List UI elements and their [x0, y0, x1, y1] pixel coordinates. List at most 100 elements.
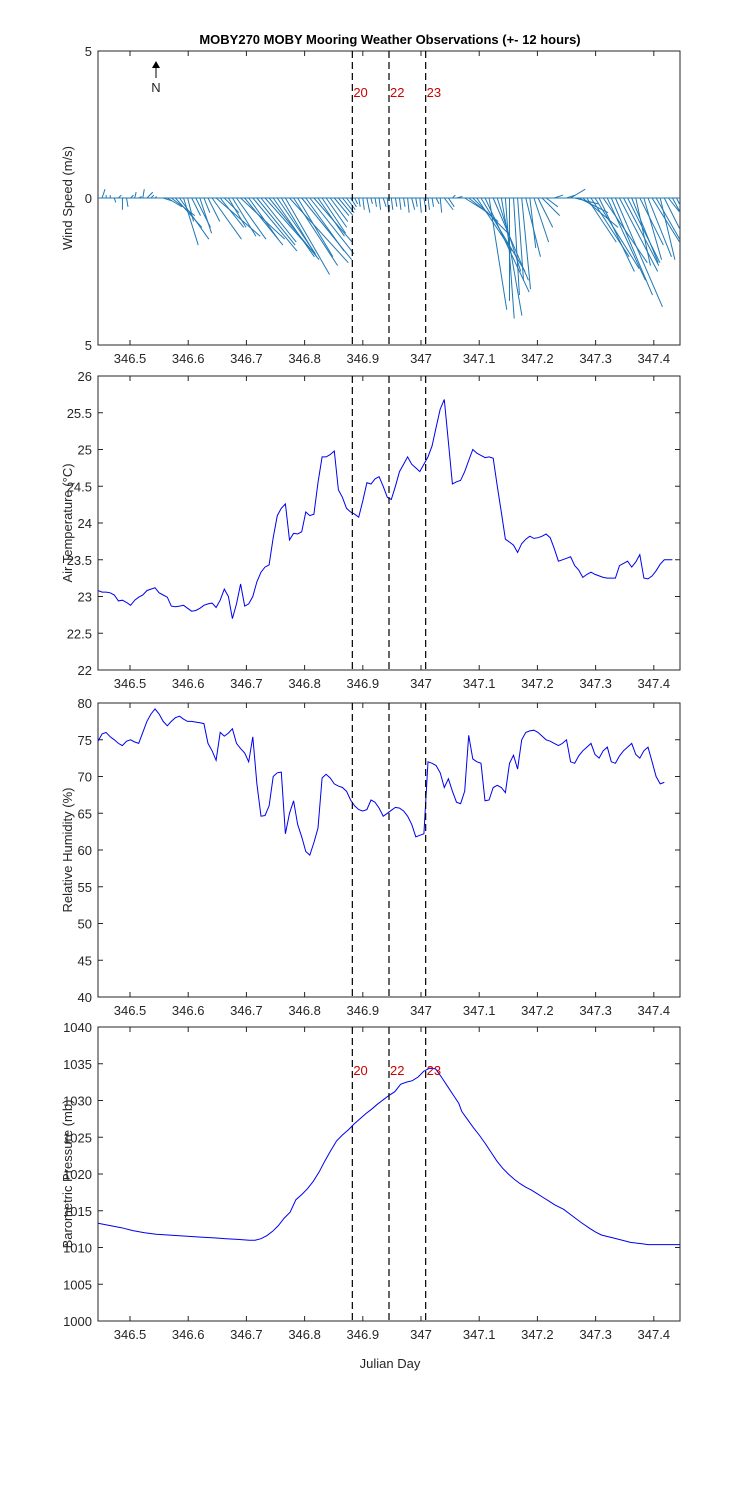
wind-stick: [118, 194, 122, 199]
wind-stick: [537, 197, 554, 228]
wind-stick: [280, 197, 318, 258]
wind-stick: [419, 197, 422, 213]
wind-stick: [211, 197, 242, 240]
x-tick-label: 347: [410, 351, 432, 366]
x-tick-label: 346.6: [172, 351, 205, 366]
x-tick-label: 347.1: [463, 351, 496, 366]
y-tick-label: 1025: [63, 1130, 92, 1145]
x-tick-label: 346.8: [288, 351, 321, 366]
x-tick-label: 347.3: [579, 1327, 612, 1342]
wind-stick: [598, 197, 635, 272]
wind-stick: [639, 197, 664, 246]
wind-stick: [610, 197, 653, 296]
wind-stick: [521, 197, 532, 290]
x-tick-label: 347.4: [638, 351, 671, 366]
wind-stick: [415, 197, 418, 207]
y-tick-label: 40: [78, 990, 92, 1005]
wind-stick: [443, 197, 454, 211]
x-tick-label: 346.7: [230, 1003, 263, 1018]
x-tick-label: 347.1: [463, 1003, 496, 1018]
y-tick-label: 1030: [63, 1094, 92, 1109]
x-tick-label: 347: [410, 1003, 432, 1018]
wind-stick: [138, 196, 142, 199]
wind-stick: [606, 197, 646, 281]
wind-stick: [289, 197, 349, 264]
wind-stick: [671, 197, 680, 213]
wind-stick: [435, 197, 440, 205]
wind-stick: [398, 197, 402, 210]
x-tick-label: 347: [410, 676, 432, 691]
y-tick-label: 45: [78, 953, 92, 968]
panel-relative_humidity: 40 45 50 55 60 65 70 75 80 346.5 346.6 346.7 346.8 34…: [60, 696, 681, 1018]
y-tick-label: 1035: [63, 1057, 92, 1072]
wind-stick: [215, 197, 261, 237]
wind-stick: [667, 197, 680, 214]
x-tick-label: 347.3: [579, 1003, 612, 1018]
wind-stick: [252, 197, 298, 252]
y-axis-label: Wind Speed (m/s): [60, 146, 75, 250]
wind-stick: [431, 197, 435, 207]
wind-stick: [167, 197, 183, 208]
series-line: [98, 1067, 680, 1246]
x-tick-label: 347.2: [521, 676, 554, 691]
x-axis-label: Julian Day: [360, 1356, 421, 1371]
wind-stick: [513, 197, 520, 296]
wind-stick: [439, 197, 443, 213]
wind-stick: [541, 197, 561, 216]
wind-stick: [407, 197, 410, 213]
wind-stick: [240, 197, 286, 240]
y-tick-label: 1000: [63, 1314, 92, 1329]
y-tick-label: 24.5: [67, 479, 92, 494]
wind-stick: [362, 197, 365, 210]
x-tick-label: 346.9: [347, 351, 380, 366]
wind-stick: [179, 197, 210, 240]
wind-stick: [297, 197, 334, 258]
event-marker-label: 20: [353, 1063, 367, 1078]
x-tick-label: 347.4: [638, 1003, 671, 1018]
panel-wind: 5 0 5 346.5 346.6 346.7 346.8 346.9 347 347.1 347.…: [60, 44, 681, 366]
wind-stick: [325, 197, 348, 228]
y-tick-label: 22: [78, 663, 92, 678]
wind-stick: [623, 197, 660, 266]
x-tick-label: 346.5: [114, 1327, 147, 1342]
wind-stick: [191, 197, 201, 216]
x-tick-label: 346.5: [114, 1003, 147, 1018]
y-tick-label: 65: [78, 806, 92, 821]
wind-stick: [293, 197, 339, 266]
x-tick-label: 346.8: [288, 676, 321, 691]
wind-stick: [545, 197, 559, 208]
wind-stick: [411, 197, 416, 210]
wind-stick: [317, 197, 345, 237]
x-tick-label: 346.8: [288, 1327, 321, 1342]
wind-stick: [472, 197, 509, 234]
event-marker-label: 23: [427, 1063, 441, 1078]
wind-stick: [219, 197, 245, 228]
x-tick-label: 346.6: [172, 1003, 205, 1018]
wind-stick: [256, 197, 296, 246]
x-tick-label: 347.4: [638, 676, 671, 691]
series-line: [98, 399, 673, 619]
wind-stick: [101, 189, 106, 199]
series-line: [98, 708, 665, 856]
wind-stick: [183, 197, 199, 246]
wind-stick: [554, 194, 564, 199]
wind-stick: [199, 197, 213, 234]
wind-stick: [488, 197, 508, 310]
wind-stick: [268, 197, 320, 261]
wind-stick: [663, 197, 680, 231]
y-tick-label: 1040: [63, 1020, 92, 1035]
wind-stick: [570, 188, 586, 199]
wind-stick: [614, 197, 663, 307]
x-tick-label: 347.2: [521, 1327, 554, 1342]
x-tick-label: 347.1: [463, 1327, 496, 1342]
x-tick-label: 346.5: [114, 351, 147, 366]
y-axis-label: Relative Humidity (%): [60, 788, 75, 913]
wind-stick: [676, 197, 680, 207]
panel-air_temperature: 22 22.5 23 23.5 24 24.5 25 25.5 26 346.5 346.6 346.…: [60, 369, 681, 691]
wind-stick: [333, 197, 350, 216]
y-tick-label: 25: [78, 443, 92, 458]
y-tick-label: 23: [78, 590, 92, 605]
wind-stick: [337, 197, 354, 216]
wind-stick: [627, 197, 661, 263]
x-tick-label: 346.6: [172, 1327, 205, 1342]
